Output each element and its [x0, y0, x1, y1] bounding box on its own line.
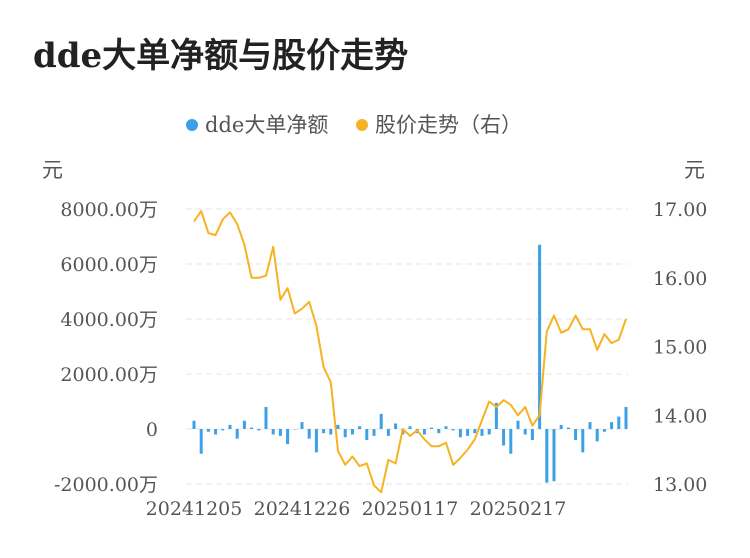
- right-tick-label: 14.00: [653, 405, 707, 427]
- bar: [422, 429, 426, 435]
- bar: [386, 429, 390, 436]
- bar: [480, 429, 484, 436]
- bar: [343, 429, 347, 438]
- x-axis-ticks: 20241205 20241226 20250117 20250217: [146, 498, 567, 520]
- bar: [242, 420, 246, 429]
- bar: [221, 429, 225, 431]
- bar: [350, 429, 354, 435]
- bar: [286, 429, 290, 445]
- bar: [538, 244, 542, 429]
- bar: [430, 427, 434, 429]
- left-tick-label: 2000.00万: [60, 364, 158, 386]
- legend-label-price: 股价走势（右）: [375, 113, 522, 137]
- legend-marker-price: [356, 119, 368, 131]
- bar: [516, 420, 520, 429]
- bar: [307, 429, 311, 439]
- bar: [581, 429, 585, 453]
- bar: [264, 407, 268, 429]
- left-tick-label: 6000.00万: [60, 254, 158, 276]
- legend-label-dde: dde大单净额: [205, 113, 328, 137]
- bar: [458, 429, 462, 438]
- right-tick-label: 16.00: [653, 268, 707, 290]
- right-tick-label: 17.00: [653, 199, 707, 221]
- bar: [595, 429, 599, 442]
- bar: [437, 429, 441, 434]
- right-tick-label: 13.00: [653, 474, 707, 496]
- bar: [250, 427, 254, 429]
- bar: [235, 429, 239, 439]
- left-tick-label: -2000.00万: [54, 474, 158, 496]
- bar: [394, 423, 398, 429]
- bar: [509, 429, 513, 454]
- bar: [530, 429, 534, 440]
- left-axis-ticks: 8000.00万 6000.00万 4000.00万 2000.00万 0 -2000.0…: [54, 199, 158, 496]
- bar: [214, 429, 218, 435]
- right-axis-unit: 元: [684, 158, 705, 182]
- bar: [602, 429, 606, 432]
- bar: [358, 426, 362, 429]
- gridlines: [186, 208, 628, 485]
- bar: [444, 426, 448, 429]
- x-tick-label: 20250117: [362, 498, 459, 520]
- bar: [372, 429, 376, 436]
- legend-marker-dde: [186, 119, 198, 131]
- bar: [588, 422, 592, 429]
- bar: [473, 429, 477, 434]
- page-title: dde大单净额与股价走势: [33, 36, 409, 76]
- bar: [314, 429, 318, 453]
- left-axis-unit: 元: [42, 158, 63, 182]
- x-tick-label: 20241226: [254, 498, 351, 520]
- bar: [502, 429, 506, 446]
- legend: dde大单净额 股价走势（右）: [186, 113, 522, 137]
- bar: [336, 424, 340, 429]
- line-series: [193, 210, 627, 494]
- x-tick-label: 20250217: [470, 498, 567, 520]
- bar: [487, 429, 491, 435]
- bar: [271, 429, 275, 435]
- bar: [278, 429, 282, 436]
- bar: [566, 427, 570, 429]
- bar: [574, 429, 578, 440]
- bar: [545, 429, 549, 483]
- bar: [206, 429, 210, 432]
- bar: [624, 407, 628, 429]
- price-line: [193, 210, 627, 494]
- bar: [494, 402, 498, 429]
- bar: [559, 424, 563, 429]
- bar: [322, 429, 326, 434]
- bar: [365, 429, 369, 440]
- bar: [451, 429, 455, 431]
- bar: [300, 422, 304, 429]
- left-tick-label: 8000.00万: [60, 199, 158, 221]
- bar: [466, 429, 470, 436]
- bar: [552, 429, 556, 482]
- bar: [199, 429, 203, 454]
- bar: [408, 426, 412, 429]
- x-tick-label: 20241205: [146, 498, 243, 520]
- bar: [523, 429, 527, 435]
- left-tick-label: 0: [146, 419, 158, 441]
- right-tick-label: 15.00: [653, 337, 707, 359]
- bar: [329, 429, 333, 435]
- bar: [379, 413, 383, 429]
- bar: [610, 422, 614, 429]
- left-tick-label: 4000.00万: [60, 309, 158, 331]
- bar: [228, 424, 232, 429]
- bar: [257, 429, 261, 431]
- right-axis-ticks: 17.00 16.00 15.00 14.00 13.00: [653, 199, 707, 496]
- bar: [293, 429, 297, 430]
- bar: [617, 416, 621, 429]
- bar: [192, 420, 196, 429]
- bar-series: [192, 244, 628, 483]
